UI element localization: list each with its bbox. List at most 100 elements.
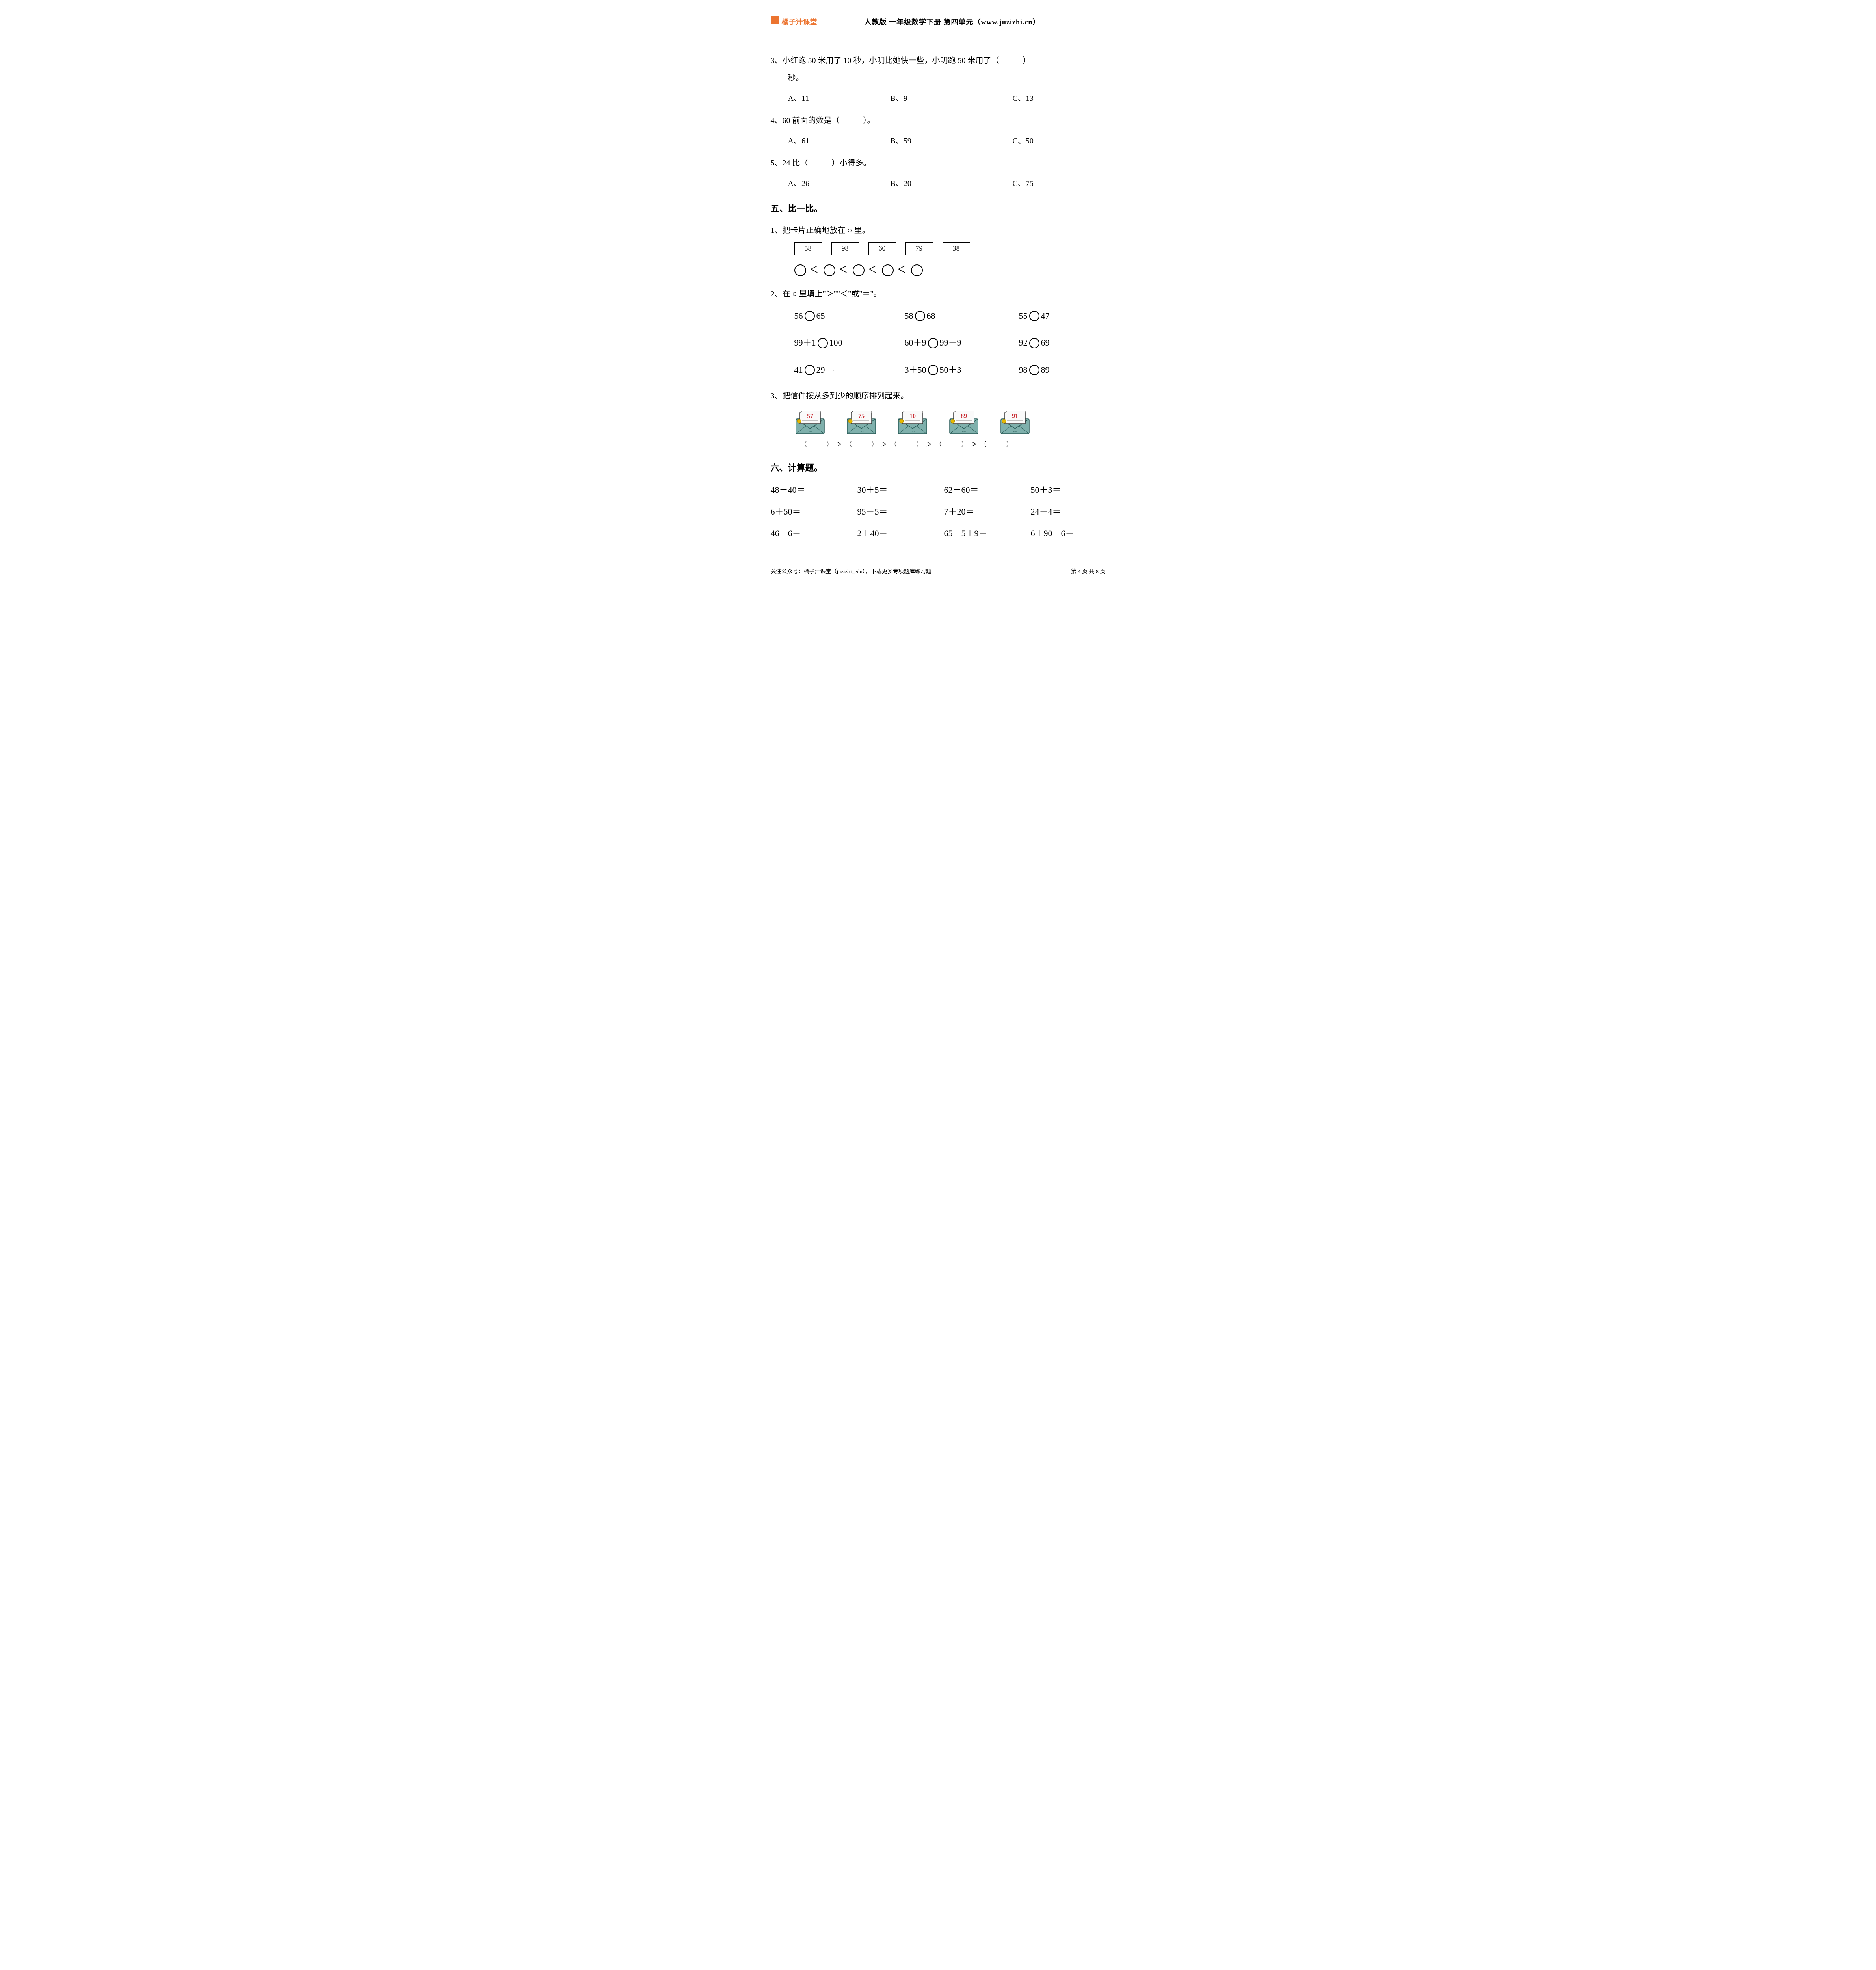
circle-slot-5[interactable] [911, 264, 923, 276]
slot-4[interactable] [945, 438, 959, 452]
compare-grid: 56 65 58 68 55 47 99＋1 100 60＋9 [794, 307, 1106, 379]
cmp-r2c3-left: 92 [1019, 333, 1028, 352]
brand-logo: 橘子汁课堂 [771, 16, 817, 28]
cmp-r3c1-circle[interactable] [805, 365, 815, 375]
section5-sub3: 3、把信件按从多到少的顺序排列起来。 57 Yam [771, 387, 1106, 452]
cmp-r3c2-right: 50＋3 [940, 361, 961, 379]
svg-text:Yam: Yam [1013, 431, 1017, 433]
paren-l-2: （ [846, 438, 853, 452]
cmp-r1c3-right: 47 [1041, 307, 1050, 325]
paren-l-3: （ [891, 438, 898, 452]
gt-4: ＞ [971, 438, 978, 452]
q3-text: 3、小红跑 50 米用了 10 秒，小明比她快一些，小明跑 50 米用了（ ） [771, 52, 1106, 69]
cmp-r1c2: 58 68 [905, 307, 1019, 325]
circle-slot-3[interactable] [853, 264, 865, 276]
q3-option-b: B、9 [891, 90, 1013, 107]
lt-1: ＜ [809, 260, 820, 281]
cmp-r2c2-left: 60＋9 [905, 333, 926, 352]
page-header: 橘子汁课堂 人教版 一年级数学下册 第四单元（www.juzizhi.cn） [771, 16, 1106, 28]
envelope-5: 91 Yam [999, 411, 1031, 435]
cmp-r2c3: 92 69 [1019, 333, 1050, 352]
svg-text:Yam: Yam [961, 431, 966, 433]
cmp-r1c1-circle[interactable] [805, 311, 815, 321]
calc-r2c4: 24－4＝ [1031, 505, 1061, 519]
cmp-r1c2-right: 68 [927, 307, 935, 325]
card-2: 98 [831, 242, 859, 255]
slot-5[interactable] [990, 438, 1004, 452]
svg-text:Yam: Yam [910, 431, 915, 433]
section5-sub2: 2、在 ○ 里填上"＞""＜"或"＝"。 56 65 58 68 55 47 9… [771, 285, 1106, 379]
svg-text:89: 89 [961, 413, 967, 420]
q4-option-c: C、50 [1013, 132, 1034, 150]
cmp-r3c1: 41 29 . [794, 361, 905, 379]
slot-3[interactable] [900, 438, 914, 452]
svg-text:Yam: Yam [808, 431, 812, 433]
cmp-r3c3-circle[interactable] [1029, 365, 1039, 375]
cmp-r1c3-circle[interactable] [1029, 311, 1039, 321]
circle-slot-1[interactable] [794, 264, 806, 276]
cmp-r2c3-circle[interactable] [1029, 338, 1039, 348]
svg-text:57: 57 [807, 413, 813, 420]
calc-r1c1: 48－40＝ [771, 483, 857, 497]
calc-row-1: 48－40＝ 30＋5＝ 62－60＝ 50＋3＝ [771, 483, 1106, 497]
svg-text:75: 75 [858, 413, 865, 420]
paren-r-1: ） [827, 438, 834, 452]
logo-icon [771, 16, 779, 28]
paren-l-5: （ [980, 438, 987, 452]
logo-text: 橘子汁课堂 [782, 17, 817, 28]
calc-r3c2: 2＋40＝ [857, 526, 944, 540]
q5-option-a: A、26 [788, 175, 891, 192]
q5-options: A、26 B、20 C、75 [788, 175, 1106, 192]
q3-option-c: C、13 [1013, 90, 1034, 107]
paren-r-5: ） [1006, 438, 1013, 452]
q4-options: A、61 B、59 C、50 [788, 132, 1106, 150]
cmp-r3c1-right: 29 [816, 361, 825, 379]
gt-2: ＞ [881, 438, 888, 452]
cmp-r3c3: 98 89 [1019, 361, 1050, 379]
s5-sub1-text: 1、把卡片正确地放在 ○ 里。 [771, 222, 1106, 239]
circle-slot-2[interactable] [824, 264, 835, 276]
cmp-r1c1-left: 56 [794, 307, 803, 325]
cmp-r1c2-circle[interactable] [915, 311, 925, 321]
calc-r2c3: 7＋20＝ [944, 505, 1031, 519]
gt-3: ＞ [926, 438, 933, 452]
page-footer: 关注公众号：橘子汁课堂（juzizhi_edu），下载更多专项题库练习题 第 4… [771, 568, 1106, 576]
calc-r1c4: 50＋3＝ [1031, 483, 1061, 497]
svg-text:10: 10 [909, 413, 916, 420]
q4-text: 4、60 前面的数是（ ）。 [771, 112, 1106, 129]
svg-text:91: 91 [1012, 413, 1018, 420]
calc-r3c4: 6＋90－6＝ [1031, 526, 1074, 540]
paren-l-1: （ [801, 438, 808, 452]
section5-sub1: 1、把卡片正确地放在 ○ 里。 58 98 60 79 38 ＜ ＜ ＜ ＜ [771, 222, 1106, 281]
cmp-r2c3-right: 69 [1041, 333, 1050, 352]
compare-row-2: 99＋1 100 60＋9 99－9 92 69 [794, 333, 1106, 352]
slot-1[interactable] [810, 438, 824, 452]
question-5: 5、24 比（ ）小得多。 A、26 B、20 C、75 [771, 154, 1106, 192]
cmp-r3c2-circle[interactable] [928, 365, 938, 375]
envelope-4: 89 Yam [948, 411, 980, 435]
envelope-ordering: （ ） ＞ （ ） ＞ （ ） ＞ （ ） ＞ （ ） [801, 438, 1106, 452]
compare-row-1: 56 65 58 68 55 47 [794, 307, 1106, 325]
footer-right: 第 4 页 共 8 页 [1071, 568, 1106, 576]
q3-options: A、11 B、9 C、13 [788, 90, 1106, 107]
cmp-r2c2-circle[interactable] [928, 338, 938, 348]
card-3: 60 [868, 242, 896, 255]
envelope-3: 10 Yam [897, 411, 928, 435]
cmp-r3c3-left: 98 [1019, 361, 1028, 379]
cmp-r2c1-circle[interactable] [818, 338, 828, 348]
circle-slot-4[interactable] [882, 264, 894, 276]
header-title: 人教版 一年级数学下册 第四单元（www.juzizhi.cn） [865, 17, 1040, 28]
section-5-title: 五、比一比。 [771, 202, 1106, 216]
cmp-r3c2-left: 3＋50 [905, 361, 926, 379]
cmp-r1c3-left: 55 [1019, 307, 1028, 325]
calc-row-3: 46－6＝ 2＋40＝ 65－5＋9＝ 6＋90－6＝ [771, 526, 1106, 540]
paren-l-4: （ [935, 438, 943, 452]
slot-2[interactable] [855, 438, 869, 452]
s5-sub2-text: 2、在 ○ 里填上"＞""＜"或"＝"。 [771, 285, 1106, 303]
cmp-r3c3-right: 89 [1041, 361, 1050, 379]
envelopes-row: 57 Yam 75 Yam [794, 411, 1106, 435]
calc-r2c1: 6＋50＝ [771, 505, 857, 519]
cmp-r2c2-right: 99－9 [940, 333, 961, 352]
q3-sub: 秒。 [788, 69, 1106, 87]
cmp-r3c2: 3＋50 50＋3 [905, 361, 1019, 379]
